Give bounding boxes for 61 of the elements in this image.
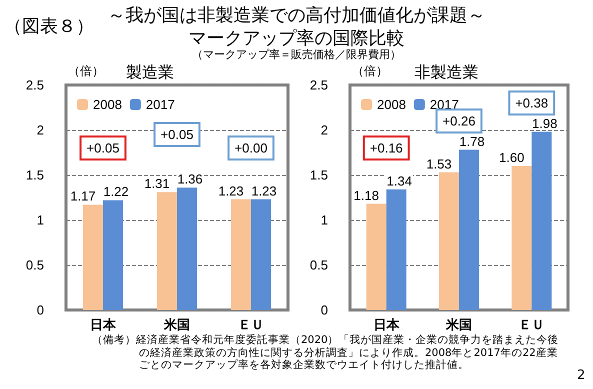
y-tick-label: 2	[320, 122, 328, 138]
annotation: +0.05	[86, 140, 120, 156]
data-label: 1.23	[251, 183, 277, 198]
annotation: +0.16	[370, 140, 403, 156]
text: （マークアップ率＝販売価格／限界費用）	[191, 47, 402, 62]
text: マークアップ率の国際比較	[188, 28, 404, 49]
data-label: 1.78	[459, 134, 485, 149]
y-tick-label: 1	[320, 212, 328, 228]
bar	[439, 172, 459, 310]
x-tick-label: 米国	[445, 317, 472, 332]
x-tick-label: ＥＵ	[238, 317, 264, 332]
data-label: 1.53	[426, 156, 452, 172]
legend-label: 2008	[377, 97, 406, 112]
annotation: +0.26	[442, 114, 476, 128]
y-tick-label: 2	[36, 122, 44, 138]
data-label: 1.36	[177, 172, 203, 187]
bar	[157, 192, 177, 310]
y-axis-title: （倍）	[352, 64, 388, 78]
data-label: 1.22	[103, 184, 129, 200]
y-tick-label: 1.5	[26, 168, 44, 182]
bar	[177, 188, 197, 310]
data-label: 1.34	[386, 173, 412, 188]
chart-title: 非製造業	[414, 64, 478, 82]
text: （備考）経済産業省令和元年度委託事業（2020）「我が国産業・企業の競争力を踏まえた今後の経済産業政策の方向性に関する分析調査」により作成。2008年と2017年の22産業ごとのマークアップ率を各対象企業数でウエイト付けした推計値。	[92, 334, 560, 372]
data-label: 1.18	[354, 188, 379, 203]
x-tick-label: 米国	[163, 317, 190, 332]
bar	[366, 204, 386, 310]
bar	[83, 204, 103, 310]
y-tick-label: 2.5	[310, 78, 328, 92]
bar	[459, 150, 479, 310]
x-tick-label: 日本	[90, 317, 117, 332]
y-tick-label: 1.5	[310, 168, 328, 182]
data-label: 1.31	[144, 176, 170, 192]
bar	[231, 199, 251, 310]
chart-title: 製造業	[126, 64, 174, 82]
y-tick-label: 0	[36, 302, 44, 318]
y-axis-title: （倍）	[68, 64, 104, 78]
data-label: 1.23	[218, 183, 244, 198]
x-tick-label: ＥＵ	[518, 317, 545, 332]
bar	[103, 200, 123, 310]
annotation: +0.38	[515, 96, 548, 110]
y-tick-label: 1	[36, 212, 44, 228]
bar	[386, 189, 406, 310]
y-tick-label: 2.5	[26, 78, 44, 92]
legend-label: 2017	[146, 97, 175, 112]
legend-label: 2008	[93, 97, 122, 112]
data-label: 1.60	[499, 150, 524, 165]
annotation: +0.05	[160, 127, 194, 142]
x-tick-label: 日本	[373, 317, 400, 332]
y-tick-label: 0	[320, 302, 328, 318]
text: ～我が国は非製造業での高付加価値化が課題～	[108, 5, 486, 26]
y-tick-label: 0.5	[26, 258, 44, 272]
bar	[251, 199, 271, 310]
bar	[512, 166, 532, 310]
data-label: 1.17	[70, 188, 96, 204]
text: （図表８）	[4, 15, 94, 38]
y-tick-label: 0.5	[310, 258, 328, 272]
data-label: 1.98	[532, 116, 558, 131]
text: 2	[577, 368, 586, 383]
annotation: +0.00	[234, 140, 268, 156]
bar	[532, 132, 552, 310]
